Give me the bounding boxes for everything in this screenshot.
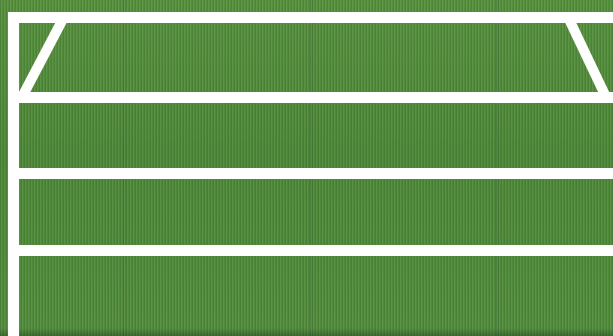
- ground-shadow: [0, 328, 613, 336]
- gate-rail-4: [8, 245, 613, 256]
- gate-rail-2: [8, 92, 613, 103]
- gate-rail-3: [8, 168, 613, 179]
- gate-right-brace: [563, 14, 611, 100]
- gate-top-rail: [8, 12, 613, 23]
- gate-left-brace: [17, 14, 69, 100]
